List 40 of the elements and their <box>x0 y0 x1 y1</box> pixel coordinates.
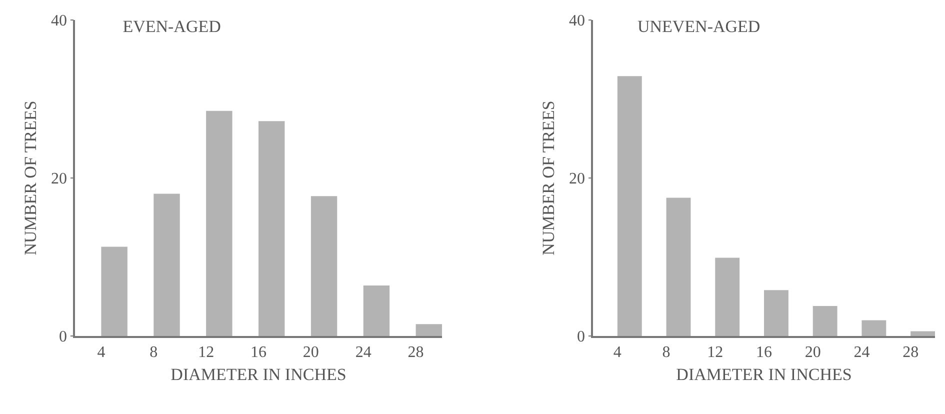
x-tick-label: 12 <box>198 344 214 361</box>
y-tick-label: 40 <box>569 12 586 30</box>
y-tick-label: 20 <box>569 170 586 188</box>
bar <box>101 246 128 336</box>
bar <box>310 196 338 336</box>
bar <box>617 76 642 336</box>
y-tick-label: 0 <box>577 328 586 346</box>
x-tick-label: 28 <box>408 344 424 361</box>
bar <box>258 121 285 336</box>
x-tick-label: 8 <box>662 344 670 361</box>
x-tick-label: 16 <box>250 344 266 361</box>
bar <box>862 320 886 336</box>
chart-title: EVEN-AGED <box>122 16 221 36</box>
x-tick-label: 8 <box>150 344 158 361</box>
x-tick-label: 24 <box>355 344 372 361</box>
bar <box>666 198 691 336</box>
bar <box>363 285 390 336</box>
bar <box>715 258 740 336</box>
chart-title: UNEVEN-AGED <box>637 16 760 36</box>
bar <box>206 110 232 336</box>
y-tick-label: 40 <box>51 12 68 30</box>
bar <box>812 306 838 336</box>
x-tick-label: 4 <box>613 344 622 361</box>
x-tick-label: 24 <box>854 344 870 361</box>
x-axis-title: DIAMETER IN INCHES <box>170 364 346 384</box>
bar <box>910 331 935 336</box>
y-tick-label: 0 <box>59 328 68 346</box>
x-tick-label: 28 <box>902 344 919 361</box>
x-tick-label: 12 <box>707 344 724 361</box>
y-tick-label: 20 <box>51 170 68 188</box>
x-tick-label: 20 <box>804 344 821 361</box>
bar <box>154 194 180 336</box>
y-axis-title: NUMBER OF TREES <box>21 100 40 256</box>
x-tick-label: 20 <box>302 344 319 361</box>
y-axis-title: NUMBER OF TREES <box>539 100 558 256</box>
bar <box>764 290 788 336</box>
x-axis-title: DIAMETER IN INCHES <box>676 364 852 384</box>
bar <box>416 324 442 336</box>
x-tick-label: 16 <box>756 344 772 361</box>
x-tick-label: 4 <box>97 344 106 361</box>
